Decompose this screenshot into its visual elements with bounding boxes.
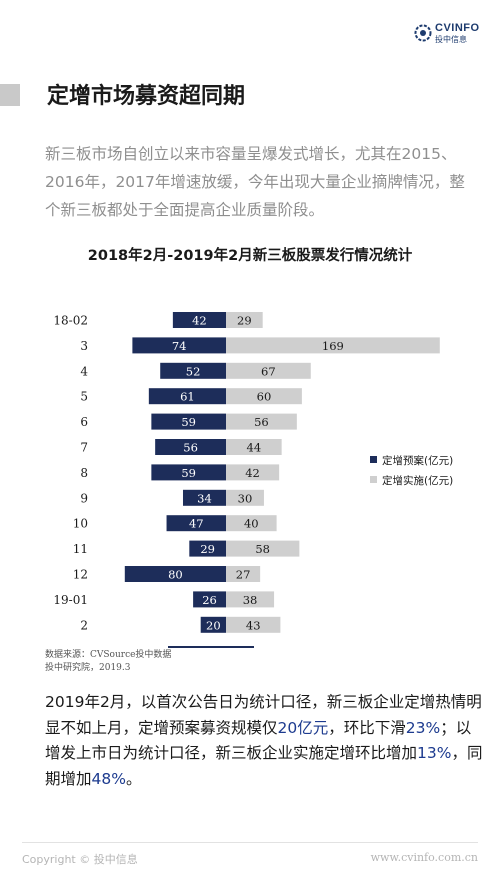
bar-implemented [226, 566, 261, 582]
legend-label: 定增实施(亿元) [382, 474, 453, 487]
bar-plan-value: 34 [197, 491, 212, 505]
bar-implemented-value: 38 [243, 593, 258, 607]
bar-implemented [226, 312, 263, 328]
summary-text-4: ，同期增加 [45, 744, 483, 788]
bar-plan-value: 52 [186, 364, 201, 378]
bar-plan [160, 362, 226, 379]
category-label: 8 [80, 466, 88, 480]
summary-paragraph: 2019年2月，以首次公告日为统计口径，新三板企业定增热情明显不如上月，定增预案… [45, 690, 485, 792]
legend-label: 定增预案(亿元) [382, 454, 453, 467]
bar-plan-value: 59 [181, 415, 196, 429]
bar-plan-value: 61 [180, 390, 195, 404]
source-line-1: 数据来源：CVSource投中数据 [45, 650, 172, 660]
category-label: 5 [80, 390, 88, 404]
bar-plan [148, 388, 226, 405]
category-label: 9 [80, 491, 88, 505]
bar-plan-value: 59 [181, 466, 196, 480]
bar-implemented-value: 29 [237, 314, 252, 328]
category-label: 10 [73, 517, 88, 531]
category-label: 11 [73, 542, 88, 556]
bar-implemented-value: 60 [257, 390, 272, 404]
bar-plan [166, 515, 226, 532]
bar-implemented [226, 515, 277, 532]
bar-implemented [226, 616, 281, 633]
bar-plan [155, 439, 226, 455]
bar-plan-value: 47 [189, 517, 204, 531]
bar-implemented-value: 30 [238, 491, 253, 505]
bar-implemented-value: 67 [261, 364, 276, 378]
bar-plan-value: 20 [206, 618, 221, 632]
bar-plan-value: 26 [202, 593, 217, 607]
chart-title: 2018年2月-2019年2月新三板股票发行情况统计 [87, 248, 413, 264]
summary-text-5: 。 [125, 769, 142, 788]
bar-implemented-value: 56 [254, 415, 269, 429]
bar-plan [189, 540, 226, 557]
summary-highlight-3: 13% [417, 744, 452, 762]
legend-swatch [370, 456, 377, 463]
category-label: 12 [73, 568, 88, 582]
footer-divider [22, 842, 478, 843]
footer-url[interactable]: www.cvinfo.com.cn [370, 851, 478, 864]
bar-plan [172, 312, 226, 328]
logo-text: CVINFO [435, 22, 480, 34]
bar-implemented [226, 413, 297, 430]
category-label: 19-01 [53, 593, 88, 607]
bar-implemented [226, 464, 280, 481]
bar-implemented [226, 362, 311, 379]
bar-implemented-value: 40 [244, 517, 259, 531]
bar-plan-value: 29 [200, 542, 215, 556]
legend-swatch [370, 476, 377, 483]
bar-implemented-value: 43 [246, 618, 261, 632]
summary-text-3: ；以增发上市日为统计口径，新三板企业实施定增环比增加 [45, 718, 472, 763]
bar-implemented [226, 337, 440, 354]
summary-highlight-1: 20亿元 [277, 718, 329, 737]
bar-implemented-value: 58 [255, 542, 270, 556]
bar-plan [124, 566, 226, 582]
cvinfo-logo-icon [414, 24, 432, 42]
brand-logo[interactable]: CVINFO 投中信息 [414, 22, 484, 44]
bar-implemented [226, 591, 275, 608]
bar-implemented-value: 169 [322, 339, 344, 353]
bar-plan-value: 56 [183, 441, 198, 455]
title-accent-bar [0, 84, 20, 106]
bar-implemented-value: 42 [245, 466, 260, 480]
category-label: 3 [80, 339, 88, 353]
bar-plan [193, 591, 226, 608]
bar-implemented-value: 44 [247, 441, 262, 455]
bar-plan [200, 616, 226, 633]
summary-highlight-4: 48% [91, 769, 126, 788]
category-label: 7 [80, 441, 88, 455]
intro-paragraph: 新三板市场自创立以来市容量呈爆发式增长，尤其在2015、2016年，2017年增… [45, 145, 465, 219]
bar-plan-value: 74 [172, 339, 187, 353]
bar-plan [151, 413, 226, 430]
bar-plan-value: 80 [168, 568, 183, 582]
bar-plan-value: 42 [192, 314, 207, 328]
category-label: 6 [80, 415, 88, 429]
bar-implemented [226, 540, 300, 557]
bar-implemented [226, 489, 264, 506]
bar-implemented [226, 439, 282, 455]
bar-implemented-value: 27 [236, 568, 251, 582]
logo-subtext: 投中信息 [435, 35, 467, 44]
footer-copyright: Copyright © 投中信息 [22, 853, 138, 866]
bar-plan [182, 489, 226, 506]
summary-text-1: 2019年2月，以首次公告日为统计口径，新三板企业定增热情明显不如上月，定增预案… [45, 693, 482, 737]
source-line-2: 投中研究院，2019.3 [45, 663, 131, 673]
page-title: 定增市场募资超同期 [47, 84, 246, 109]
bar-plan [132, 337, 226, 354]
summary-highlight-2: 23% [405, 718, 441, 737]
summary-text-2: ，环比下滑 [328, 718, 406, 737]
bar-plan [151, 464, 226, 481]
source-note: 数据来源：CVSource投中数据 投中研究院，2019.3 [45, 649, 171, 675]
bar-implemented [226, 388, 302, 405]
category-label: 4 [80, 364, 88, 378]
source-divider [168, 646, 254, 648]
category-label: 2 [80, 618, 88, 632]
category-label: 18-02 [53, 314, 88, 328]
